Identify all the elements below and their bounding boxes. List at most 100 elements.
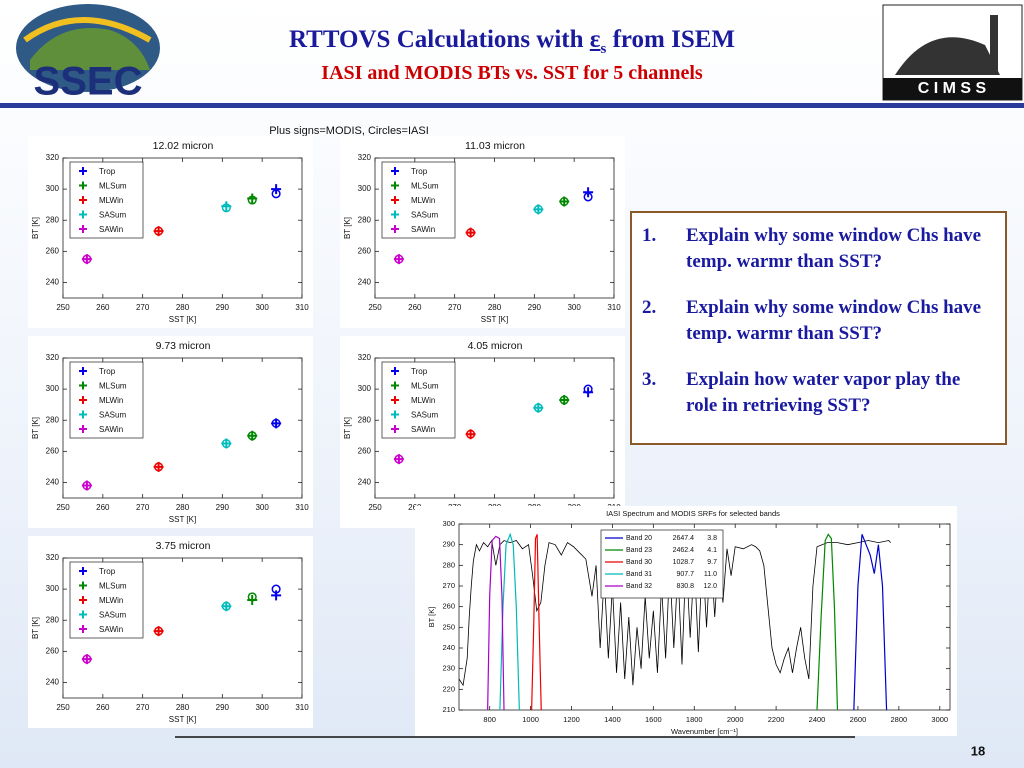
y-tick-label: 240 [46,678,60,687]
legend-label: MLWin [411,196,435,205]
title-epsilon: ε [589,26,601,53]
y-tick-label: 260 [46,446,60,455]
y-tick-label: 260 [442,602,455,611]
y-tick-label: 280 [46,415,60,424]
y-tick-label: 280 [46,215,60,224]
legend-label: SASum [99,211,126,220]
y-tick-label: 260 [358,246,372,255]
legend-label: MLWin [99,396,123,405]
legend-marker [79,625,87,633]
y-tick-label: 280 [442,560,455,569]
y-tick-label: 240 [46,278,60,287]
modis-point [271,184,282,195]
legend-label: Trop [99,567,116,576]
spectrum-line [853,534,888,711]
y-axis-label: BT [K] [343,217,352,239]
y-tick-label: 280 [46,615,60,624]
legend-width: 9.7 [707,559,717,566]
y-tick-label: 230 [442,664,455,673]
x-tick-label: 270 [448,303,462,312]
legend-marker [391,196,399,204]
legend-marker [391,396,399,404]
legend-marker [79,181,87,190]
y-tick-label: 320 [358,353,372,362]
legend-center: 907.7 [676,571,694,578]
modis-point [221,438,232,449]
legend-marker [79,167,87,175]
modis-point [583,187,594,198]
x-tick-label: 280 [488,303,502,312]
spectrum-line [499,532,520,711]
cimss-logo: C I M S S [882,4,1023,101]
x-tick-label: 270 [136,503,150,512]
modis-point [247,595,258,605]
title-text: RTTOVS Calculations with [288,26,590,53]
x-tick-label: 2600 [850,715,867,724]
legend-marker [79,225,87,233]
question: 3. Explain how water vapor play the role … [642,367,991,419]
x-tick-label: 2000 [727,715,744,724]
legend-label: SASum [411,411,438,420]
question-text: Explain how water vapor play the role in… [686,369,961,416]
y-axis-label: BT [K] [343,417,352,439]
legend-marker [79,396,87,404]
spectrum-line [487,535,505,711]
legend-center: 1028.7 [673,559,695,566]
x-tick-label: 290 [216,303,230,312]
y-tick-label: 300 [46,184,60,193]
legend-label: MLSum [411,382,439,391]
y-tick-label: 220 [442,684,455,693]
legend-label: SAWin [99,225,123,234]
legend-width: 4.1 [707,547,717,554]
legend-marker [79,410,87,419]
legend-label: Band 20 [626,535,652,542]
modis-point [393,254,404,265]
x-tick-label: 310 [607,303,621,312]
slide-subtitle: IASI and MODIS BTs vs. SST for 5 channel… [321,62,703,84]
legend-label: MLWin [411,396,435,405]
x-tick-label: 300 [255,703,269,712]
legend-marker [391,410,399,419]
y-tick-label: 320 [46,153,60,162]
x-tick-label: 300 [567,303,581,312]
modis-point [81,654,92,665]
y-tick-label: 260 [358,446,372,455]
legend-label: MLSum [99,382,127,391]
modis-point [81,480,92,491]
y-tick-label: 240 [46,478,60,487]
x-tick-label: 2400 [809,715,826,724]
note: Plus signs=MODIS, Circles=IASI [269,125,429,137]
x-tick-label: 2800 [891,715,908,724]
legend-label: SASum [99,611,126,620]
slide-title: RTTOVS Calculations with εs from ISEM [180,26,844,58]
legend-center: 2462.4 [673,547,695,554]
chart-title: IASI Spectrum and MODIS SRFs for selecte… [606,509,780,518]
page-number: 18 [971,743,985,758]
legend-marker [79,581,87,590]
legend-label: Band 30 [626,559,652,566]
spectrum-line [531,534,542,711]
legend-width: 3.8 [707,535,717,542]
question: 2. Explain why some window Chs have temp.… [642,295,991,347]
legend-marker [391,181,399,190]
x-tick-label: 2200 [768,715,785,724]
x-tick-label: 290 [216,703,230,712]
legend-label: Trop [99,367,116,376]
x-tick-label: 250 [56,303,70,312]
modis-point [81,254,92,265]
legend-marker [391,225,399,233]
x-tick-label: 290 [216,503,230,512]
legend-label: MLSum [99,182,127,191]
legend-label: SAWin [411,425,435,434]
legend-label: MLSum [411,182,439,191]
modis-point [559,395,570,405]
x-tick-label: 310 [295,503,309,512]
x-tick-label: 310 [295,703,309,712]
title-text: from ISEM [606,26,736,53]
question-number: 2. [642,297,657,318]
y-tick-label: 270 [442,581,455,590]
y-tick-label: 210 [442,705,455,714]
x-tick-label: 1600 [645,715,662,724]
